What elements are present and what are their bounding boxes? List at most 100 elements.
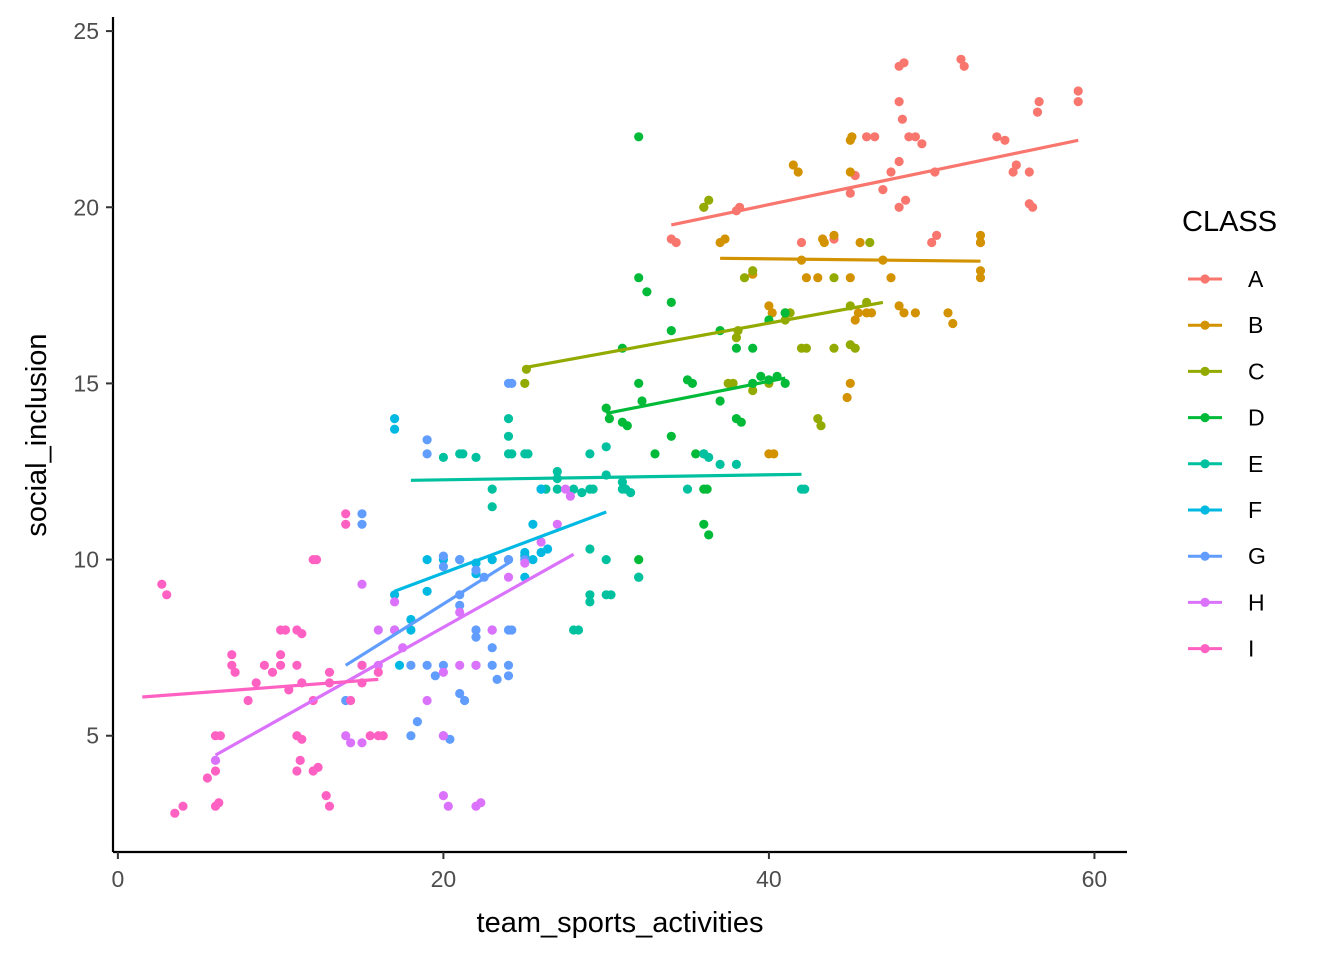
legend-label-h: H: [1248, 589, 1265, 615]
data-point-e: [523, 449, 533, 459]
data-point-b: [819, 237, 829, 248]
data-point-b: [788, 160, 798, 170]
data-point-b: [793, 167, 803, 177]
data-point-d: [691, 449, 701, 459]
fit-line-a: [670, 138, 1079, 227]
data-point-e: [577, 488, 587, 498]
data-point-h: [373, 625, 383, 635]
data-point-e: [634, 572, 644, 582]
data-point-e: [569, 484, 579, 494]
data-point-g: [438, 551, 448, 561]
data-point-i: [324, 801, 335, 811]
data-point-b: [764, 301, 774, 311]
data-point-d: [642, 287, 652, 297]
data-point-d: [604, 414, 615, 424]
data-point-b: [845, 167, 855, 177]
data-point-h: [357, 579, 367, 589]
data-point-g: [357, 519, 367, 529]
data-point-e: [800, 484, 810, 494]
data-point-d: [756, 371, 766, 381]
data-point-f: [422, 586, 432, 596]
data-point-c: [520, 378, 530, 388]
legend-title: CLASS: [1182, 206, 1277, 238]
data-point-i: [341, 509, 351, 519]
data-point-h: [455, 607, 465, 618]
data-point-e: [588, 484, 598, 494]
legend-label-g: G: [1248, 543, 1266, 569]
data-point-g: [507, 378, 517, 388]
y-tick-label: 25: [73, 18, 99, 44]
data-point-e: [601, 555, 611, 565]
data-point-c: [865, 237, 875, 248]
data-point-b: [975, 237, 986, 248]
data-point-h: [455, 660, 465, 670]
data-point-a: [671, 237, 681, 248]
data-point-g: [422, 449, 432, 459]
data-point-a: [917, 139, 927, 149]
data-point-i: [346, 695, 356, 706]
data-point-e: [585, 590, 595, 600]
fit-line-c: [524, 300, 884, 370]
data-point-h: [422, 695, 432, 706]
data-point-c: [748, 266, 758, 276]
data-point-b: [847, 132, 857, 142]
data-point-d: [748, 343, 758, 353]
data-point-f: [528, 555, 538, 565]
data-point-c: [699, 202, 709, 212]
data-point-g: [471, 632, 481, 642]
data-point-g: [487, 660, 497, 670]
data-point-b: [943, 308, 953, 318]
data-point-a: [1028, 202, 1038, 212]
data-point-f: [536, 484, 546, 494]
y-tick-label: 10: [73, 547, 99, 573]
data-point-c: [704, 195, 714, 205]
data-point-h: [357, 738, 367, 748]
data-point-a: [897, 114, 908, 124]
data-point-a: [1034, 97, 1044, 107]
data-point-i: [295, 755, 305, 766]
data-point-e: [471, 452, 481, 462]
legend-label-b: B: [1248, 312, 1263, 338]
data-point-e: [626, 488, 636, 498]
fit-line-b: [720, 256, 981, 263]
y-tick-label: 15: [73, 370, 99, 396]
data-point-g: [412, 717, 422, 727]
data-point-i: [324, 667, 335, 677]
data-point-g: [357, 509, 367, 519]
data-point-c: [829, 343, 839, 353]
data-point-g: [422, 660, 432, 670]
data-point-i: [365, 731, 375, 741]
fit-lines-layer: [142, 138, 1079, 757]
data-point-d: [666, 431, 676, 441]
data-point-d: [780, 378, 790, 388]
legend-key-point-g: [1200, 551, 1210, 561]
data-point-b: [948, 318, 958, 329]
data-point-a: [1000, 135, 1010, 145]
data-point-d: [702, 484, 712, 494]
data-point-i: [321, 791, 331, 801]
data-point-i: [230, 667, 240, 677]
legend-key-point-f: [1200, 505, 1210, 515]
legend-key-point-h: [1200, 597, 1210, 608]
data-point-a: [932, 230, 942, 240]
data-point-i: [227, 650, 237, 660]
data-point-h: [438, 731, 448, 741]
data-point-d: [699, 519, 709, 529]
data-point-g: [471, 625, 481, 635]
fit-line-h: [214, 552, 575, 757]
data-point-d: [634, 378, 644, 388]
data-point-h: [565, 491, 576, 501]
data-point-d: [666, 297, 676, 307]
data-point-a: [1032, 107, 1043, 117]
data-point-a: [899, 58, 909, 68]
data-point-h: [341, 731, 351, 741]
data-point-b: [850, 315, 860, 325]
data-point-h: [487, 625, 497, 635]
data-point-b: [829, 230, 839, 240]
data-point-b: [845, 378, 855, 388]
data-point-a: [1011, 160, 1021, 170]
data-point-e: [458, 449, 468, 459]
data-point-g: [471, 565, 481, 575]
data-point-b: [899, 308, 909, 318]
data-point-g: [422, 435, 432, 445]
